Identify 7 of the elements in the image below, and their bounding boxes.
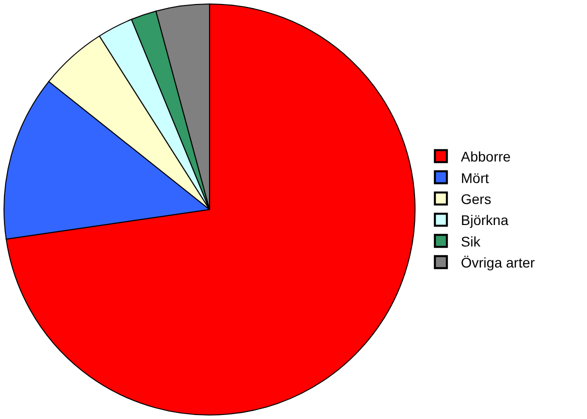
legend-label: Gers	[460, 190, 492, 207]
legend-label: Sik	[460, 233, 482, 250]
legend-label: Abborre	[460, 148, 511, 165]
legend-label: Övriga arter	[460, 254, 536, 271]
legend-label: Björkna	[460, 212, 509, 228]
pie-slice	[6, 4, 416, 416]
legend-label: Mört	[460, 170, 489, 186]
